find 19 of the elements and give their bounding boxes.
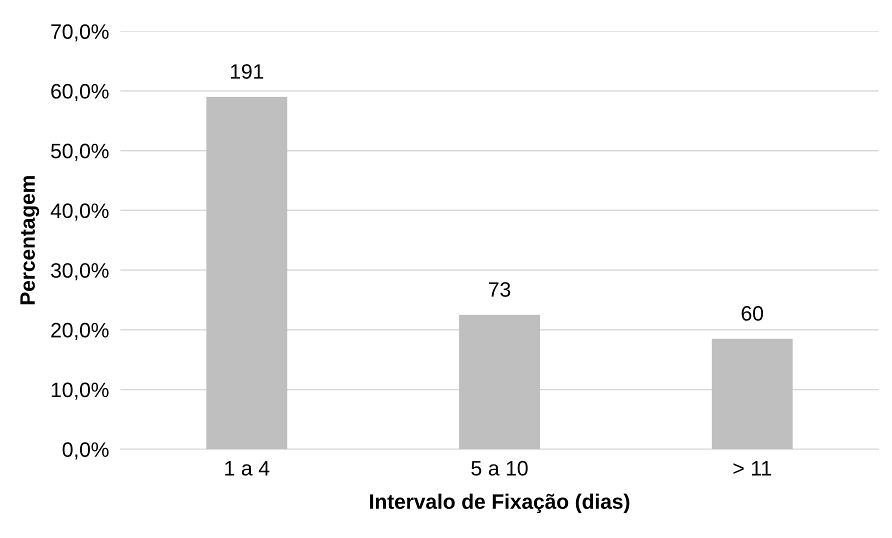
annotation: 60 bbox=[742, 306, 764, 321]
y-axis-title: Percentagem bbox=[20, 176, 40, 304]
y-tick-label: 50,0% bbox=[51, 144, 109, 161]
x-axis-title: Intervalo de Fixação (dias) bbox=[370, 494, 630, 514]
x-tick-label: 5 a 10 bbox=[471, 460, 528, 476]
y-tick-label: 30,0% bbox=[51, 263, 109, 280]
y-tick-label: 60,0% bbox=[51, 84, 109, 102]
y-tick-label: 70,0% bbox=[51, 24, 109, 42]
y-tick-label: 0,0% bbox=[62, 442, 109, 460]
annotation: 191 bbox=[230, 64, 264, 79]
x-tick-label: 1 a 4 bbox=[225, 461, 270, 476]
y-tick-label: 40,0% bbox=[50, 203, 109, 221]
bar bbox=[206, 96, 288, 450]
annotation: 73 bbox=[489, 282, 510, 297]
bar bbox=[712, 338, 793, 450]
bar bbox=[459, 314, 540, 450]
y-tick-label: 20,0% bbox=[51, 322, 109, 340]
x-tick-label: > 11 bbox=[733, 461, 772, 476]
y-tick-label: 10,0% bbox=[52, 382, 109, 400]
